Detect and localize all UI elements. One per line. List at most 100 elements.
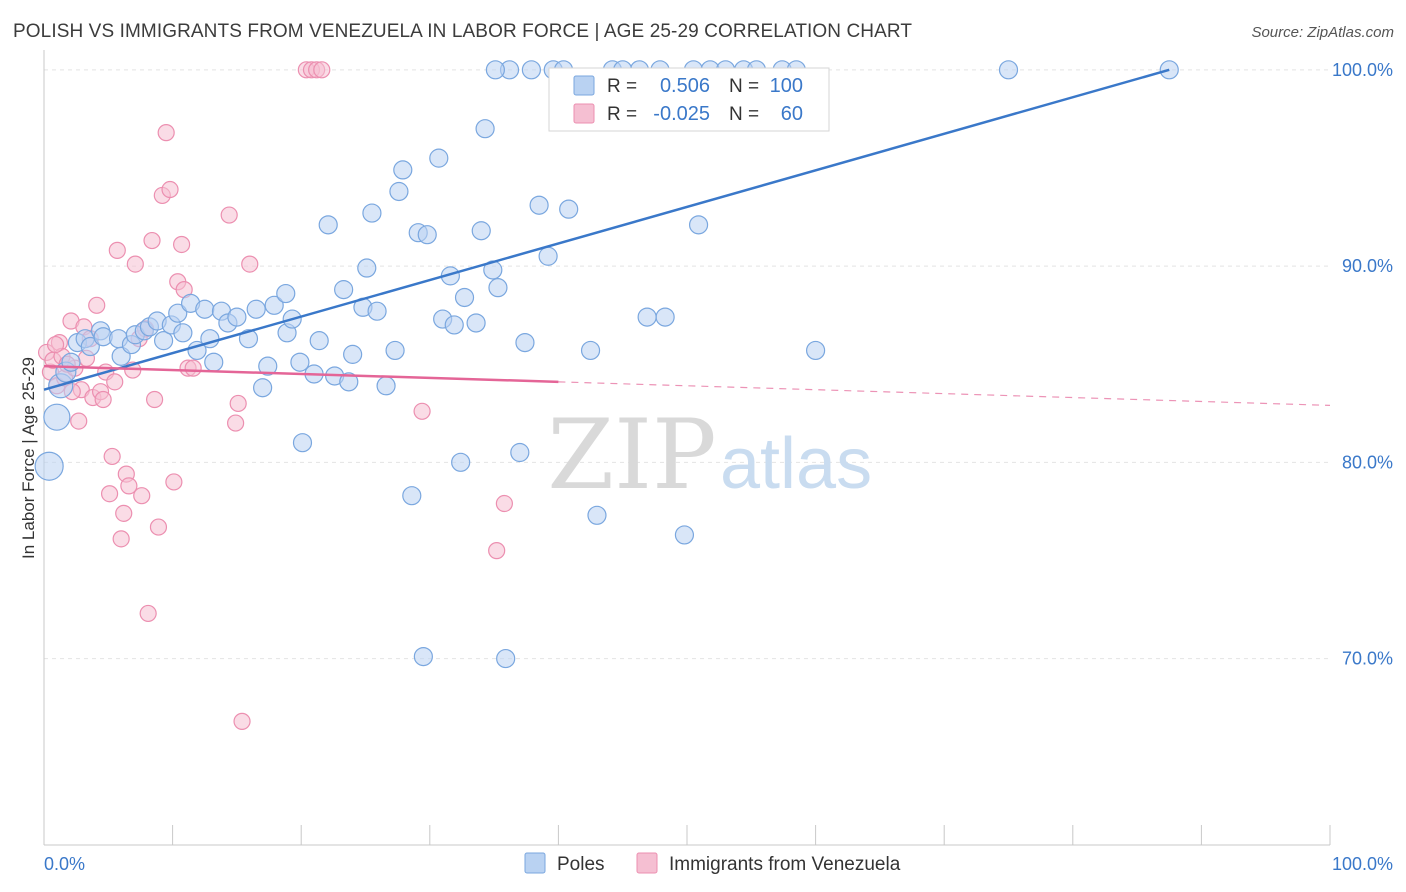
x-tick-label-1: 100.0%	[1332, 854, 1393, 874]
stats-r-label-poles: R =	[607, 76, 637, 97]
poles-point-62	[451, 452, 471, 472]
y-tick-label-0: 100.0%	[1332, 60, 1393, 80]
poles-point-83	[674, 525, 695, 545]
poles-point-37	[290, 352, 310, 372]
chart-title: POLISH VS IMMIGRANTS FROM VENEZUELA IN L…	[13, 21, 913, 42]
poles-point-75	[559, 199, 579, 219]
poles-point-49	[367, 301, 387, 321]
poles-point-73	[538, 246, 558, 266]
venezuela-point-46	[227, 414, 245, 432]
poles-point-31	[253, 378, 273, 398]
poles-point-69	[496, 648, 516, 669]
y-axis-label: In Labor Force | Age 25-29	[19, 357, 38, 559]
poles-point-53	[393, 160, 413, 180]
poles-point-17	[153, 331, 174, 351]
poles-point-38	[292, 433, 313, 453]
venezuela-point-54	[413, 402, 431, 420]
poles-point-43	[334, 280, 354, 300]
poles-point-51	[385, 340, 405, 361]
stats-n-label-poles: N =	[729, 76, 759, 97]
poles-point-7	[80, 336, 100, 357]
poles-point-68	[488, 278, 508, 298]
venezuela-point-44	[184, 359, 202, 377]
poles-point-44	[339, 372, 359, 392]
poles-point-33	[264, 295, 284, 315]
venezuela-point-41	[173, 235, 191, 254]
venezuela-point-24	[115, 504, 133, 522]
poles-point-70	[510, 442, 530, 463]
poles-point-71	[515, 333, 535, 353]
stats-legend-swatch-venezuela	[573, 103, 595, 124]
poles-point-48	[362, 203, 382, 223]
venezuela-point-55	[488, 542, 506, 560]
venezuela-point-35	[149, 518, 168, 536]
poles-point-32	[258, 356, 278, 376]
watermark-zip: ZIP	[547, 399, 716, 511]
venezuela-point-37	[157, 124, 175, 142]
trend-lines	[43, 68, 1331, 406]
stats-r-value-poles: 0.506	[660, 75, 710, 97]
poles-point-82	[655, 307, 675, 327]
poles-point-61	[444, 315, 464, 335]
poles-point-4	[61, 352, 81, 372]
venezuela-point-28	[126, 255, 144, 273]
venezuela-point-49	[241, 255, 259, 273]
venezuela-point-45	[220, 206, 238, 224]
poles-point-0	[34, 451, 64, 481]
venezuela-point-47	[229, 394, 247, 413]
venezuela-point-22	[108, 241, 126, 259]
venezuela-point-48	[233, 712, 251, 730]
x-tick-label-0: 0.0%	[44, 854, 85, 874]
poles-point-76	[580, 340, 601, 361]
stats-r-value-venezuela: -0.025	[653, 103, 710, 125]
venezuela-point-33	[143, 231, 161, 250]
y-tick-labels: 100.0% 90.0% 80.0% 70.0%	[1332, 60, 1393, 669]
venezuela-trend-line	[43, 364, 559, 384]
poles-point-23	[195, 299, 215, 319]
legend-label-venezuela: Immigrants from Venezuela	[669, 854, 901, 875]
poles-point-93	[521, 60, 541, 80]
poles-point-85	[688, 215, 709, 235]
stats-n-value-poles: 100	[770, 75, 803, 97]
venezuela-point-23	[112, 530, 130, 548]
venezuela-point-38	[161, 180, 179, 199]
poles-point-41	[318, 215, 338, 235]
venezuela-point-59	[46, 335, 65, 354]
venezuela-point-30	[133, 487, 151, 505]
bottom-legend: Poles Immigrants from Venezuela	[524, 852, 901, 875]
poles-point-58	[429, 148, 449, 168]
venezuela-point-53	[313, 61, 331, 79]
venezuela-trend-line-extension	[558, 381, 1331, 406]
venezuela-point-15	[88, 296, 106, 314]
poles-point-28	[227, 307, 247, 327]
venezuela-point-19	[100, 485, 119, 503]
poles-point-47	[357, 258, 377, 278]
series-poles-points	[34, 60, 1179, 669]
stats-legend: R = 0.506 N = 100 R = -0.025 N = 60	[548, 67, 830, 132]
stats-n-label-venezuela: N =	[729, 104, 759, 125]
source-label: Source: ZipAtlas.com	[1251, 24, 1394, 41]
poles-point-80	[637, 307, 657, 327]
poles-point-65	[471, 221, 491, 241]
y-tick-label-3: 70.0%	[1342, 649, 1393, 669]
poles-point-30	[246, 299, 266, 319]
poles-point-64	[466, 313, 486, 333]
poles-point-34	[276, 283, 296, 304]
poles-point-54	[402, 486, 422, 506]
stats-legend-swatch-poles	[573, 75, 595, 96]
poles-point-57	[417, 225, 437, 245]
venezuela-point-39	[165, 473, 183, 491]
poles-point-63	[454, 287, 475, 308]
axes	[43, 50, 1331, 846]
venezuela-point-9	[70, 412, 88, 430]
venezuela-point-20	[103, 447, 121, 466]
venezuela-point-32	[139, 604, 157, 623]
y-tick-label-2: 80.0%	[1342, 452, 1393, 472]
poles-point-45	[343, 344, 363, 364]
grid-lines	[44, 69, 1330, 660]
poles-point-72	[529, 195, 549, 215]
poles-point-20	[173, 323, 193, 343]
poles-point-95	[485, 60, 505, 80]
poles-point-40	[309, 331, 329, 351]
